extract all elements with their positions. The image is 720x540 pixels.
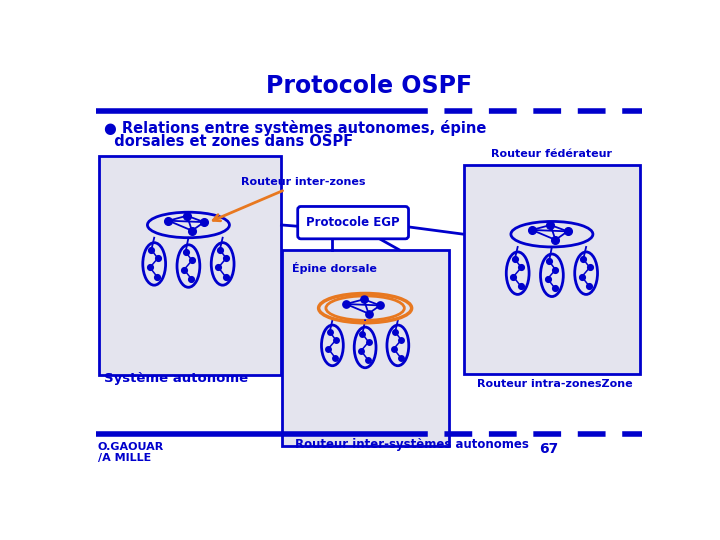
Text: Système autonome: Système autonome <box>104 372 248 385</box>
Text: Routeur fédérateur: Routeur fédérateur <box>492 148 613 159</box>
FancyBboxPatch shape <box>297 206 408 239</box>
Text: ● Relations entre systèmes autonomes, épine: ● Relations entre systèmes autonomes, ép… <box>104 120 486 136</box>
Text: O.GAOUAR: O.GAOUAR <box>98 442 164 452</box>
Text: 67: 67 <box>539 442 559 456</box>
Text: dorsales et zones dans OSPF: dorsales et zones dans OSPF <box>104 134 353 149</box>
Text: Protocole EGP: Protocole EGP <box>306 216 400 229</box>
FancyBboxPatch shape <box>282 249 449 446</box>
Text: Épine dorsale: Épine dorsale <box>292 262 377 274</box>
Text: Routeur inter-systèmes autonomes: Routeur inter-systèmes autonomes <box>294 438 528 451</box>
Text: Routeur intra-zonesZone: Routeur intra-zonesZone <box>477 379 633 389</box>
FancyBboxPatch shape <box>99 156 282 375</box>
Text: /A MILLE: /A MILLE <box>98 453 151 463</box>
FancyBboxPatch shape <box>464 165 640 374</box>
Text: Protocole OSPF: Protocole OSPF <box>266 75 472 98</box>
Text: Routeur inter-zones: Routeur inter-zones <box>213 177 366 221</box>
